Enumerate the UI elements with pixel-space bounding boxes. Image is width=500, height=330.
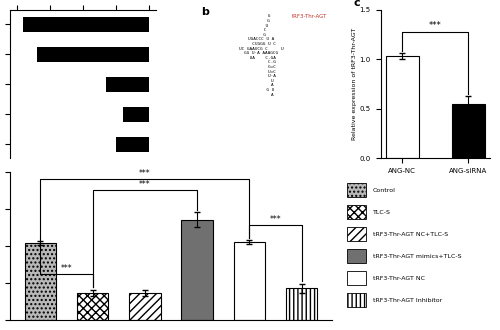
Bar — [452, 104, 485, 158]
Bar — [24, 16, 150, 32]
FancyBboxPatch shape — [346, 206, 366, 219]
Text: c: c — [353, 0, 360, 8]
Text: tRF3-Thr-AGT mimics+TLC-S: tRF3-Thr-AGT mimics+TLC-S — [373, 253, 462, 259]
FancyBboxPatch shape — [346, 293, 366, 307]
Bar — [36, 47, 150, 62]
Bar — [386, 56, 418, 158]
Bar — [24, 243, 56, 320]
FancyBboxPatch shape — [346, 249, 366, 263]
Text: tRF3-Thr-AGT Inhibitor: tRF3-Thr-AGT Inhibitor — [373, 298, 442, 303]
Bar — [286, 288, 318, 320]
Text: G
     G
    U
   C
  G
UGACCC U A
  CUGGG U C
UC GAAUCG C     U
GG U·A AAAGCG
 : G G U C G UGACCC U A CUGGG U C UC GAAUCG… — [239, 15, 284, 97]
Y-axis label: Relative expression of tRF3-Thr-AGT: Relative expression of tRF3-Thr-AGT — [352, 28, 357, 140]
Bar — [106, 77, 150, 92]
Bar — [77, 293, 108, 320]
Bar — [116, 137, 150, 152]
Text: TLC-S: TLC-S — [373, 210, 391, 215]
Bar — [129, 293, 160, 320]
Bar — [234, 242, 265, 320]
Text: ***: *** — [139, 180, 150, 189]
Text: ***: *** — [270, 214, 281, 224]
FancyBboxPatch shape — [346, 227, 366, 241]
FancyBboxPatch shape — [346, 183, 366, 197]
Text: ***: *** — [139, 169, 150, 178]
Text: Control: Control — [373, 188, 396, 193]
Bar — [182, 220, 213, 320]
Text: b: b — [202, 7, 209, 17]
Text: tRF3-Thr-AGT: tRF3-Thr-AGT — [292, 15, 328, 19]
Text: ***: *** — [429, 21, 442, 30]
Text: ***: *** — [60, 264, 72, 273]
Text: tRF3-Thr-AGT NC+TLC-S: tRF3-Thr-AGT NC+TLC-S — [373, 232, 448, 237]
Text: tRF3-Thr-AGT NC: tRF3-Thr-AGT NC — [373, 276, 425, 280]
FancyBboxPatch shape — [346, 271, 366, 285]
Bar — [123, 107, 150, 122]
